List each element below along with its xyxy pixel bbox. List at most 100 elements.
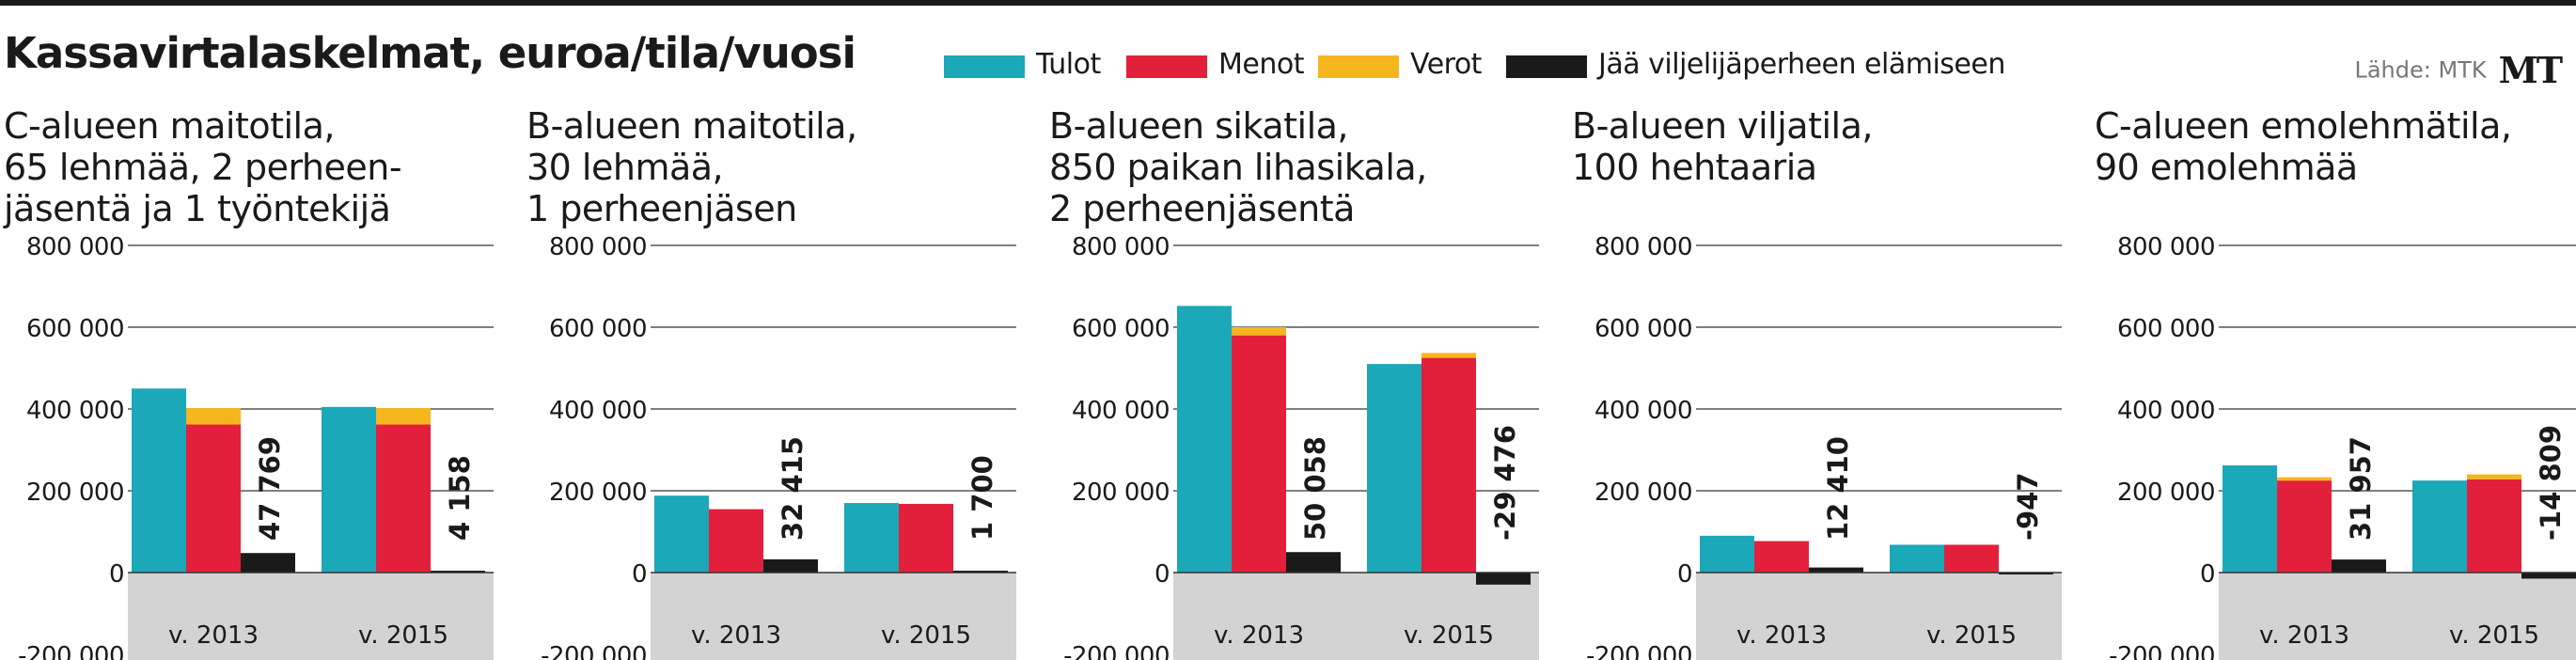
y-tick-label: -200 000 bbox=[1063, 642, 1170, 660]
y-tick-label: -200 000 bbox=[18, 642, 124, 660]
net-value-label: 12 410 bbox=[1822, 436, 1854, 541]
bar-verot bbox=[2277, 477, 2332, 481]
legend-swatch-net bbox=[1506, 55, 1587, 78]
bar-net bbox=[763, 558, 818, 573]
y-tick-label: 200 000 bbox=[549, 479, 647, 507]
bar-net bbox=[1476, 573, 1531, 585]
panel-title-line: 1 perheenjäsen bbox=[526, 188, 797, 229]
net-value-label: 32 415 bbox=[777, 436, 809, 541]
bar-menot bbox=[2277, 480, 2332, 573]
negative-area bbox=[1696, 573, 2062, 660]
legend-label-tulot: Tulot bbox=[1036, 48, 1101, 81]
panel-title-3: B-alueen sikatila, 850 paikan lihasikala,… bbox=[1049, 105, 1427, 229]
bar-menot bbox=[1422, 357, 1476, 573]
net-value-label: -29 476 bbox=[1489, 425, 1521, 541]
chart-title: Kassavirtalaskelmat, euroa/tila/vuosi bbox=[4, 28, 856, 78]
bar-tulot bbox=[322, 406, 376, 573]
bar-net bbox=[2521, 573, 2576, 579]
bar-verot bbox=[376, 408, 431, 425]
net-value-label: 47 769 bbox=[254, 436, 286, 541]
bar-tulot bbox=[1177, 306, 1232, 573]
y-tick-label: 0 bbox=[1677, 560, 1692, 589]
panel-title-line: 850 paikan lihasikala, bbox=[1049, 147, 1427, 188]
bar-net bbox=[1286, 552, 1341, 573]
legend-label-verot: Verot bbox=[1410, 48, 1482, 81]
bar-menot bbox=[899, 503, 953, 573]
category-label: v. 2015 bbox=[1404, 621, 1494, 650]
panel-title-line: B-alueen viljatila, bbox=[1572, 105, 1873, 147]
y-tick-label: 0 bbox=[1154, 560, 1170, 589]
panel-title-1: C-alueen maitotila, 65 lehmää, 2 perheen-… bbox=[4, 105, 402, 229]
bar-net bbox=[241, 553, 295, 573]
negative-area bbox=[651, 573, 1016, 660]
bar-menot bbox=[186, 424, 241, 573]
bar-menot bbox=[1232, 335, 1286, 573]
net-value-label: 1 700 bbox=[966, 455, 998, 541]
panel-title-line: B-alueen maitotila, bbox=[526, 105, 857, 147]
y-tick-label: 800 000 bbox=[1594, 233, 1692, 261]
panel-title-line: C-alueen emolehmätila, bbox=[2095, 105, 2512, 147]
legend-label-net: Jää viljelijäperheen elämiseen bbox=[1598, 48, 2005, 81]
bar-menot bbox=[1754, 541, 1809, 573]
y-tick-label: 0 bbox=[109, 560, 124, 589]
bar-verot bbox=[1422, 353, 1476, 358]
mt-logo: MT bbox=[2498, 49, 2563, 91]
bar-verot bbox=[186, 408, 241, 425]
negative-area bbox=[2219, 573, 2576, 660]
category-label: v. 2015 bbox=[2449, 621, 2539, 650]
net-value-label: 4 158 bbox=[444, 455, 476, 541]
negative-area bbox=[128, 573, 494, 660]
negative-area bbox=[1173, 573, 1539, 660]
bar-tulot bbox=[654, 495, 709, 573]
net-value-label: 50 058 bbox=[1299, 436, 1331, 541]
category-label: v. 2013 bbox=[168, 621, 259, 650]
y-tick-label: 200 000 bbox=[2117, 479, 2215, 507]
y-tick-label: 0 bbox=[632, 560, 647, 589]
category-label: v. 2013 bbox=[691, 621, 781, 650]
bar-menot bbox=[1944, 544, 1999, 573]
bar-net bbox=[1999, 573, 2053, 574]
y-tick-label: -200 000 bbox=[1586, 642, 1692, 660]
panel-title-4: B-alueen viljatila, 100 hehtaaria bbox=[1572, 105, 1873, 188]
y-tick-label: 600 000 bbox=[2117, 315, 2215, 343]
y-tick-label: -200 000 bbox=[2109, 642, 2215, 660]
bar-tulot bbox=[1367, 364, 1422, 573]
panel-title-line: 30 lehmää, bbox=[526, 147, 724, 188]
panel-title-line: C-alueen maitotila, bbox=[4, 105, 335, 147]
y-tick-label: 800 000 bbox=[1072, 233, 1170, 261]
net-value-label: 31 957 bbox=[2345, 436, 2377, 541]
category-label: v. 2013 bbox=[1736, 621, 1827, 650]
y-tick-label: 200 000 bbox=[26, 479, 124, 507]
y-tick-label: 200 000 bbox=[1072, 479, 1170, 507]
bar-tulot bbox=[132, 388, 186, 573]
bar-net bbox=[1809, 567, 1863, 573]
y-tick-label: 400 000 bbox=[1072, 397, 1170, 425]
bar-tulot bbox=[2223, 465, 2277, 573]
y-tick-label: 400 000 bbox=[2117, 397, 2215, 425]
category-label: v. 2013 bbox=[2259, 621, 2349, 650]
legend-swatch-menot bbox=[1126, 55, 1207, 78]
y-tick-label: 800 000 bbox=[26, 233, 124, 261]
category-label: v. 2015 bbox=[881, 621, 971, 650]
net-value-label: -947 bbox=[2012, 472, 2044, 541]
y-tick-label: 600 000 bbox=[26, 315, 124, 343]
category-label: v. 2013 bbox=[1214, 621, 1304, 650]
source-label: Lähde: MTK bbox=[2354, 56, 2487, 84]
y-tick-label: 600 000 bbox=[1072, 315, 1170, 343]
y-tick-label: 600 000 bbox=[1594, 315, 1692, 343]
bar-menot bbox=[376, 424, 431, 573]
y-tick-label: 400 000 bbox=[1594, 397, 1692, 425]
y-tick-label: 800 000 bbox=[2117, 233, 2215, 261]
bar-net bbox=[2332, 559, 2386, 573]
panel-title-line: 65 lehmää, 2 perheen- bbox=[4, 147, 402, 188]
bar-tulot bbox=[2412, 480, 2467, 573]
bar-verot bbox=[2467, 474, 2521, 479]
bar-tulot bbox=[1890, 544, 1944, 573]
y-tick-label: 200 000 bbox=[1594, 479, 1692, 507]
bar-net bbox=[431, 571, 485, 573]
legend-swatch-tulot bbox=[944, 55, 1025, 78]
bar-verot bbox=[1232, 327, 1286, 336]
panel-title-line: 100 hehtaaria bbox=[1572, 147, 1817, 188]
panel-title-line: 2 perheenjäsentä bbox=[1049, 188, 1355, 229]
